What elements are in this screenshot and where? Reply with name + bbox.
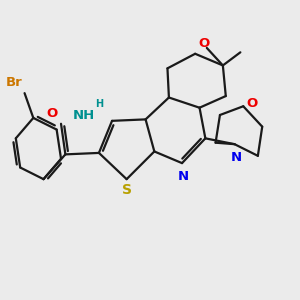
Text: N: N <box>178 170 189 183</box>
Text: S: S <box>122 183 132 197</box>
Text: Br: Br <box>5 76 22 89</box>
Text: O: O <box>46 107 58 120</box>
Text: H: H <box>95 99 103 109</box>
Text: O: O <box>198 37 209 50</box>
Text: N: N <box>230 152 242 164</box>
Text: O: O <box>247 98 258 110</box>
Text: NH: NH <box>72 109 94 122</box>
